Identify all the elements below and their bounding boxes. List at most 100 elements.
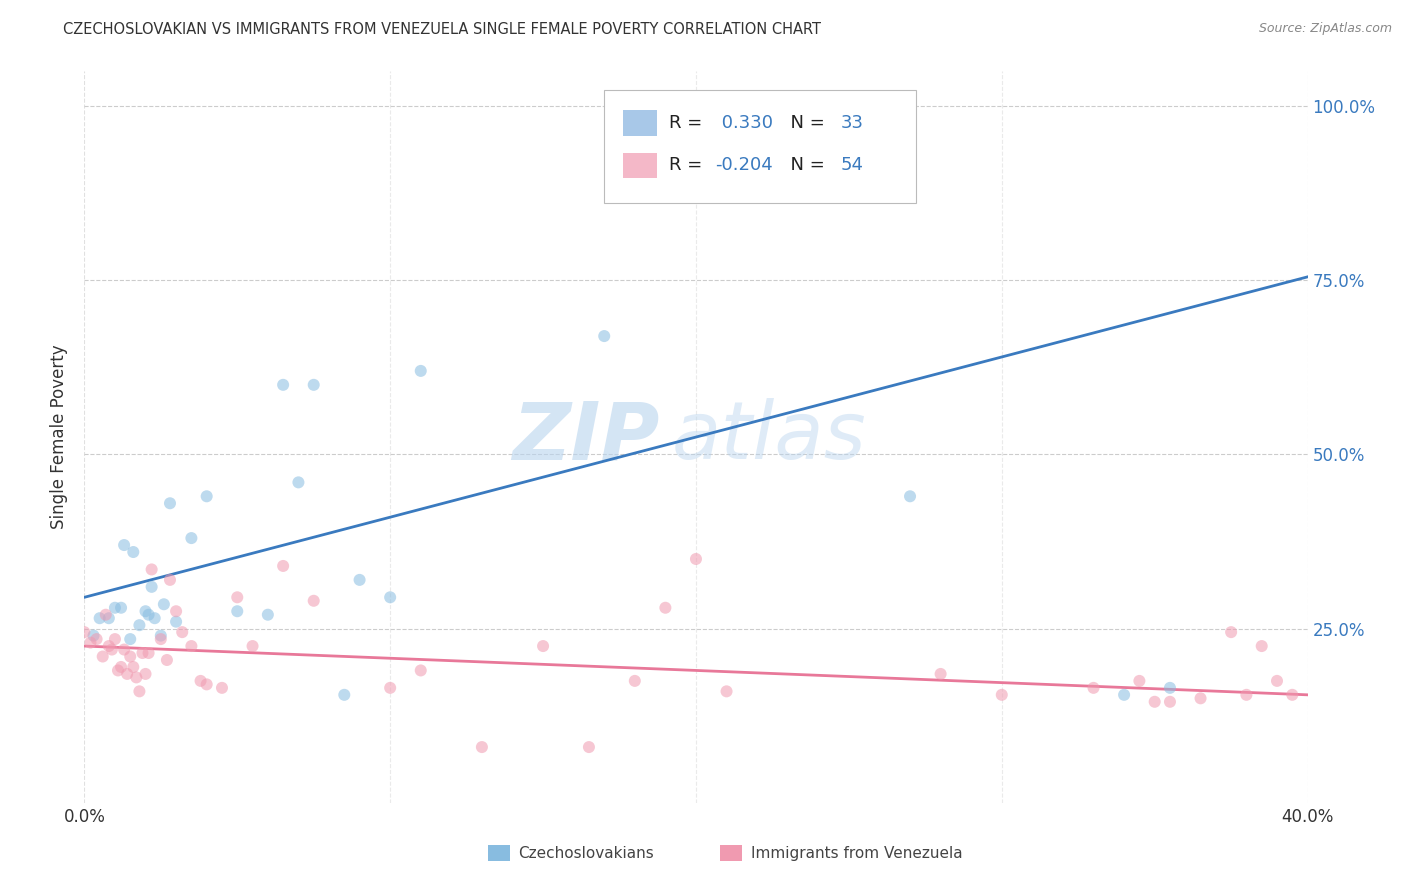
- Point: [128, 684, 150, 698]
- Point: [79, 635, 101, 649]
- Point: [91, 649, 114, 664]
- Point: [226, 591, 249, 605]
- Point: [578, 740, 600, 755]
- Point: [104, 600, 127, 615]
- Point: [149, 629, 172, 643]
- Text: -0.204: -0.204: [716, 156, 773, 174]
- Point: [1281, 688, 1303, 702]
- Point: [531, 639, 554, 653]
- Point: [333, 688, 356, 702]
- Text: 0.330: 0.330: [716, 113, 772, 131]
- Point: [271, 377, 294, 392]
- Point: [1128, 673, 1150, 688]
- Point: [143, 611, 166, 625]
- Point: [1159, 695, 1181, 709]
- Point: [226, 604, 249, 618]
- Point: [159, 496, 181, 510]
- Point: [1220, 625, 1243, 640]
- FancyBboxPatch shape: [488, 846, 510, 862]
- Point: [195, 677, 218, 691]
- Point: [195, 489, 218, 503]
- FancyBboxPatch shape: [623, 153, 657, 178]
- Text: R =: R =: [669, 113, 709, 131]
- Point: [110, 660, 132, 674]
- Point: [211, 681, 233, 695]
- Point: [156, 653, 179, 667]
- Point: [190, 673, 212, 688]
- Point: [380, 681, 402, 695]
- Point: [624, 673, 647, 688]
- Point: [138, 607, 160, 622]
- Text: R =: R =: [669, 156, 709, 174]
- Point: [89, 611, 111, 625]
- Point: [685, 552, 707, 566]
- Text: ZIP: ZIP: [512, 398, 659, 476]
- Point: [138, 646, 160, 660]
- Point: [991, 688, 1014, 702]
- Point: [380, 591, 402, 605]
- Point: [716, 684, 738, 698]
- FancyBboxPatch shape: [623, 110, 657, 136]
- Point: [135, 604, 157, 618]
- Point: [86, 632, 108, 646]
- Point: [409, 364, 432, 378]
- Text: N =: N =: [779, 156, 831, 174]
- Point: [101, 642, 124, 657]
- Point: [122, 660, 145, 674]
- Point: [1159, 681, 1181, 695]
- Text: 54: 54: [841, 156, 863, 174]
- Point: [180, 531, 202, 545]
- Point: [898, 489, 921, 503]
- Point: [654, 117, 676, 131]
- Point: [593, 329, 616, 343]
- Y-axis label: Single Female Poverty: Single Female Poverty: [51, 345, 69, 529]
- Point: [287, 475, 309, 490]
- Point: [83, 629, 105, 643]
- Point: [128, 618, 150, 632]
- Point: [471, 740, 494, 755]
- Point: [104, 632, 127, 646]
- Text: atlas: atlas: [672, 398, 866, 476]
- Point: [165, 604, 187, 618]
- Point: [257, 607, 280, 622]
- Point: [112, 538, 135, 552]
- Point: [654, 600, 676, 615]
- Text: Source: ZipAtlas.com: Source: ZipAtlas.com: [1258, 22, 1392, 36]
- Point: [271, 558, 294, 573]
- Point: [1250, 639, 1272, 653]
- Point: [107, 664, 129, 678]
- FancyBboxPatch shape: [720, 846, 742, 862]
- Point: [122, 545, 145, 559]
- Text: N =: N =: [779, 113, 831, 131]
- Point: [153, 597, 176, 611]
- Text: Czechoslovakians: Czechoslovakians: [519, 846, 654, 861]
- Point: [180, 639, 202, 653]
- Point: [125, 670, 148, 684]
- Point: [1114, 688, 1136, 702]
- Point: [929, 667, 952, 681]
- Point: [141, 562, 163, 576]
- Point: [115, 667, 138, 681]
- Point: [409, 664, 432, 678]
- Text: 33: 33: [841, 113, 863, 131]
- Point: [112, 642, 135, 657]
- Point: [120, 649, 142, 664]
- Point: [97, 639, 120, 653]
- FancyBboxPatch shape: [605, 90, 917, 203]
- Point: [302, 377, 325, 392]
- Point: [141, 580, 163, 594]
- Text: CZECHOSLOVAKIAN VS IMMIGRANTS FROM VENEZUELA SINGLE FEMALE POVERTY CORRELATION C: CZECHOSLOVAKIAN VS IMMIGRANTS FROM VENEZ…: [63, 22, 821, 37]
- Point: [1236, 688, 1258, 702]
- Point: [97, 611, 120, 625]
- Point: [172, 625, 194, 640]
- Text: Immigrants from Venezuela: Immigrants from Venezuela: [751, 846, 963, 861]
- Point: [149, 632, 172, 646]
- Point: [94, 607, 117, 622]
- Point: [1265, 673, 1288, 688]
- Point: [1143, 695, 1166, 709]
- Point: [1189, 691, 1212, 706]
- Point: [131, 646, 153, 660]
- Point: [349, 573, 371, 587]
- Point: [73, 625, 96, 640]
- Point: [302, 594, 325, 608]
